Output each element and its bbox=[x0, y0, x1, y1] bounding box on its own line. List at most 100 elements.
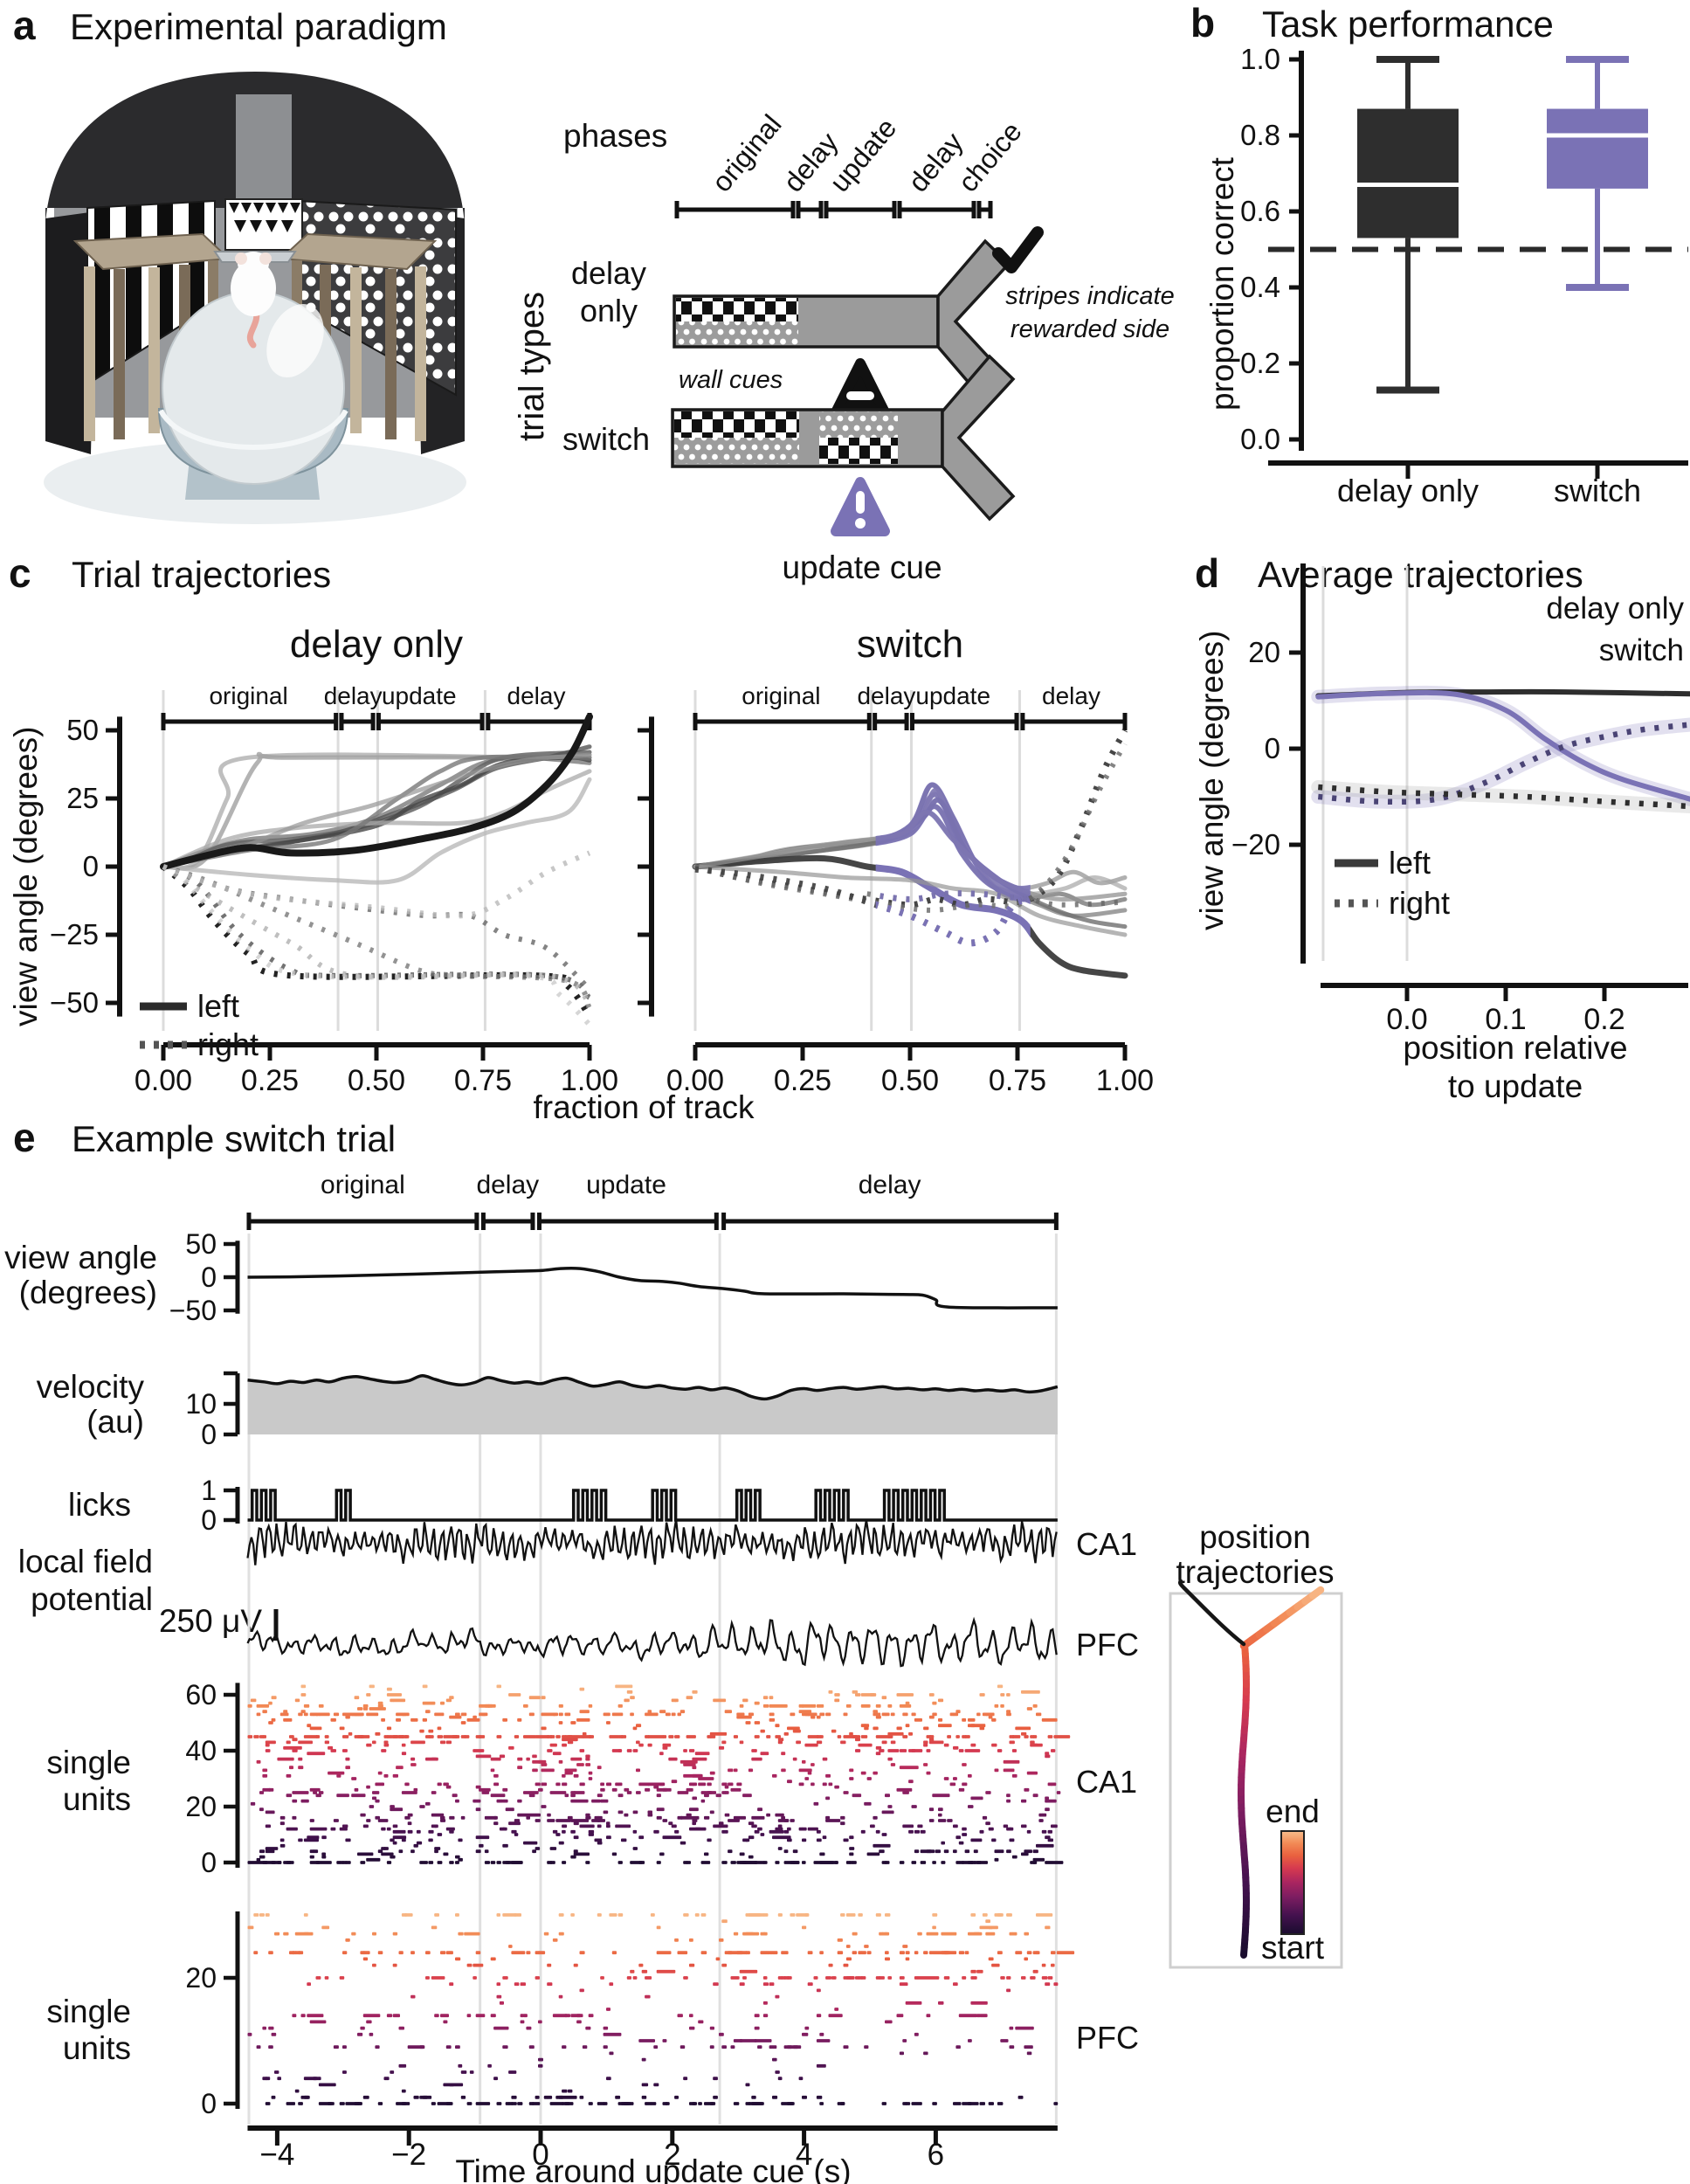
spike bbox=[493, 1782, 500, 1787]
spike bbox=[345, 1712, 351, 1717]
spike bbox=[828, 2014, 843, 2018]
spike bbox=[298, 1838, 303, 1842]
spike bbox=[377, 2102, 383, 2105]
spike bbox=[1045, 1807, 1050, 1812]
spike bbox=[383, 2077, 390, 2081]
spike bbox=[938, 1698, 944, 1703]
spike bbox=[259, 1855, 266, 1859]
spike bbox=[1026, 1771, 1038, 1775]
panel-a-title: Experimental paradigm bbox=[70, 6, 447, 47]
phases-label: phases bbox=[563, 118, 667, 154]
trajectory-line bbox=[161, 777, 592, 885]
spike bbox=[905, 1951, 910, 1955]
spike bbox=[860, 1771, 866, 1775]
spike bbox=[396, 2014, 400, 2018]
spike bbox=[428, 1861, 434, 1864]
spike bbox=[502, 1913, 517, 1917]
spike bbox=[626, 1749, 632, 1752]
spike bbox=[787, 1827, 791, 1831]
spike bbox=[1009, 2026, 1014, 2030]
spike bbox=[739, 1969, 758, 1973]
spike bbox=[309, 1787, 321, 1792]
spike bbox=[953, 1745, 959, 1750]
y-tick-label: 0 bbox=[83, 850, 99, 882]
spike bbox=[606, 2008, 610, 2011]
spike bbox=[555, 1819, 571, 1822]
spike bbox=[632, 1829, 638, 1834]
spike bbox=[1045, 1796, 1049, 1800]
spike bbox=[1015, 2026, 1034, 2030]
spike bbox=[728, 1782, 734, 1787]
spike bbox=[777, 1913, 783, 1917]
spike bbox=[552, 1752, 562, 1756]
spike bbox=[617, 1782, 623, 1787]
spike bbox=[440, 1740, 446, 1745]
spike bbox=[852, 1735, 858, 1738]
phase-name: update bbox=[586, 1171, 666, 1199]
spike bbox=[885, 1957, 890, 1961]
spike bbox=[728, 1768, 734, 1773]
spike bbox=[588, 1777, 593, 1780]
spike bbox=[724, 1785, 729, 1789]
spike bbox=[947, 1735, 951, 1738]
spike bbox=[689, 1787, 693, 1792]
spike bbox=[745, 2083, 750, 2087]
spike bbox=[464, 1932, 480, 1936]
spike bbox=[268, 1787, 274, 1792]
spike bbox=[552, 1829, 558, 1834]
spike bbox=[896, 1693, 914, 1697]
spike bbox=[781, 1951, 789, 1955]
spike bbox=[588, 1833, 594, 1836]
x-tick-label: delay only bbox=[1337, 473, 1479, 508]
spike bbox=[899, 1749, 907, 1752]
spike bbox=[949, 1782, 956, 1787]
trajectory-line bbox=[693, 864, 1128, 937]
spike bbox=[938, 1819, 947, 1822]
spike bbox=[603, 1810, 609, 1814]
spike bbox=[256, 1857, 261, 1862]
spike bbox=[372, 1796, 377, 1800]
spike bbox=[783, 2045, 802, 2049]
spike bbox=[392, 1735, 398, 1738]
spike bbox=[713, 1824, 728, 1828]
spike bbox=[689, 1938, 693, 1942]
spike bbox=[1006, 1794, 1011, 1798]
spike bbox=[870, 1693, 875, 1697]
spike bbox=[692, 1757, 702, 1761]
view-angle-label-2: (degrees) bbox=[19, 1275, 157, 1310]
spike bbox=[973, 1932, 980, 1936]
spike bbox=[321, 1855, 327, 1859]
spike bbox=[641, 1969, 648, 1973]
spike bbox=[455, 1735, 460, 1738]
spike bbox=[825, 1976, 831, 1980]
spike bbox=[585, 1813, 590, 1817]
spike bbox=[887, 1976, 892, 1980]
spike bbox=[407, 1829, 413, 1834]
spike bbox=[1047, 1838, 1053, 1842]
delay-only-label-1: delay bbox=[571, 255, 646, 291]
x-tick-label: 0.00 bbox=[135, 1064, 192, 1097]
lfp-ca1-label: CA1 bbox=[1076, 1526, 1137, 1562]
spike bbox=[790, 1712, 796, 1717]
spike bbox=[698, 1782, 707, 1787]
spike bbox=[437, 1861, 443, 1864]
spike bbox=[1045, 1752, 1050, 1756]
spike bbox=[392, 1835, 407, 1840]
spike bbox=[452, 1794, 458, 1798]
spike bbox=[564, 2102, 570, 2105]
spike bbox=[520, 1982, 526, 1987]
spike bbox=[292, 1799, 298, 1803]
spike bbox=[419, 1729, 424, 1733]
spike bbox=[911, 2102, 922, 2105]
spike bbox=[890, 1763, 896, 1766]
spike bbox=[659, 1782, 664, 1787]
spike bbox=[754, 1861, 765, 1864]
spike bbox=[638, 1861, 643, 1864]
spike bbox=[777, 2077, 783, 2081]
spike bbox=[579, 1951, 585, 1955]
spike bbox=[523, 1791, 539, 1794]
spike bbox=[517, 1799, 522, 1803]
spike bbox=[775, 1735, 781, 1738]
spike bbox=[970, 1838, 983, 1842]
spike bbox=[742, 1794, 752, 1798]
